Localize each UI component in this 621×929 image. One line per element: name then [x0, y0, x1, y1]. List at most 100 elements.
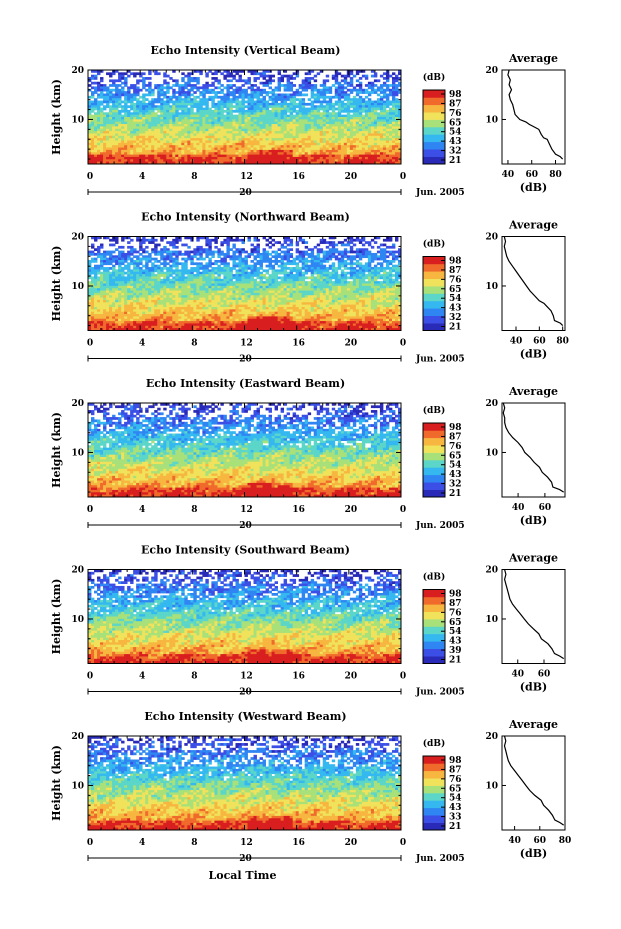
heatmap-cell — [148, 84, 152, 87]
heatmap-cell — [379, 105, 384, 108]
heatmap-cell — [181, 117, 185, 120]
heatmap-cell — [187, 156, 191, 160]
heatmap-cell — [109, 109, 113, 113]
heatmap-cell — [187, 112, 191, 116]
heatmap-cell — [190, 250, 194, 254]
heatmap-cell — [238, 250, 242, 254]
heatmap-cell — [148, 252, 152, 256]
heatmap-cell — [310, 86, 315, 90]
heatmap-cell — [223, 70, 227, 73]
heatmap-cell — [265, 119, 269, 123]
heatmap-cell — [274, 119, 279, 123]
heatmap-cell — [334, 156, 339, 160]
heatmap-cell — [385, 77, 390, 80]
heatmap-cell — [337, 133, 342, 137]
heatmap-cell — [157, 156, 161, 160]
heatmap-cell — [259, 117, 263, 120]
heatmap-cell — [244, 271, 248, 275]
heatmap-cell — [289, 112, 294, 116]
heatmap-cell — [364, 109, 369, 113]
heatmap-cell — [352, 109, 357, 113]
heatmap-cell — [388, 236, 393, 240]
heatmap-cell — [304, 276, 309, 280]
heatmap-cell — [121, 156, 125, 160]
heatmap-cell — [295, 156, 300, 160]
heatmap-cell — [373, 121, 378, 125]
heatmap-cell — [379, 147, 384, 151]
heatmap-cell — [232, 88, 236, 92]
heatmap-cell — [238, 77, 242, 80]
heatmap-cell — [268, 140, 272, 144]
heatmap-cell — [136, 159, 140, 163]
heatmap-cell — [373, 159, 378, 163]
heatmap-cell — [325, 257, 330, 261]
heatmap-cell — [154, 159, 158, 163]
heatmap-cell — [382, 126, 387, 130]
heatmap-cell — [163, 109, 167, 113]
heatmap-cell — [361, 156, 366, 160]
heatmap-cell — [217, 255, 221, 259]
heatmap-cell — [112, 140, 116, 144]
heatmap-cell — [133, 250, 137, 254]
heatmap-cell — [331, 124, 336, 127]
heatmap-cell — [259, 126, 263, 130]
heatmap-cell — [397, 124, 402, 127]
heatmap-cell — [298, 147, 303, 151]
heatmap-cell — [286, 274, 291, 277]
heatmap-cell — [193, 276, 197, 280]
heatmap-cell — [88, 281, 92, 284]
heatmap-cell — [274, 145, 279, 148]
heatmap-cell — [184, 276, 188, 280]
heatmap-cell — [322, 278, 327, 282]
heatmap-cell — [175, 156, 179, 160]
heatmap-cell — [391, 159, 396, 163]
heatmap-cell — [280, 93, 285, 97]
heatmap-cell — [265, 161, 269, 165]
heatmap-cell — [358, 100, 363, 104]
heatmap-cell — [166, 145, 170, 148]
heatmap-cell — [361, 276, 366, 280]
heatmap-cell — [307, 140, 312, 144]
heatmap-cell — [286, 145, 291, 148]
heatmap-cell — [193, 86, 197, 90]
heatmap-cell — [91, 245, 95, 249]
heatmap-cell — [271, 243, 275, 247]
heatmap-cell — [178, 152, 182, 155]
heatmap-cell — [115, 269, 119, 273]
heatmap-cell — [271, 121, 275, 125]
heatmap-cell — [370, 140, 375, 144]
heatmap-cell — [262, 255, 266, 259]
heatmap-cell — [208, 70, 212, 73]
heatmap-cell — [361, 255, 366, 259]
heatmap-cell — [172, 93, 176, 97]
heatmap-cell — [325, 102, 330, 106]
heatmap-cell — [154, 86, 158, 90]
heatmap-cell — [265, 93, 269, 97]
heatmap-cell — [190, 152, 194, 155]
heatmap-cell — [115, 274, 119, 277]
heatmap-cell — [301, 88, 306, 92]
colorbar-tick-label: 65 — [449, 118, 462, 128]
heatmap-cell — [139, 152, 143, 155]
heatmap-cell — [223, 142, 227, 146]
heatmap-cell — [319, 135, 324, 139]
heatmap-cell — [241, 152, 245, 155]
heatmap-cell — [283, 149, 288, 153]
heatmap-cell — [247, 124, 251, 127]
heatmap-cell — [316, 133, 321, 137]
heatmap-cell — [151, 149, 155, 153]
heatmap-cell — [274, 107, 279, 111]
heatmap-cell — [379, 98, 384, 101]
heatmap-cell — [373, 107, 378, 111]
heatmap-cell — [103, 98, 107, 101]
heatmap-cell — [223, 102, 227, 106]
heatmap-cell — [193, 121, 197, 125]
heatmap-cell — [379, 107, 384, 111]
heatmap-cell — [286, 250, 291, 254]
heatmap-cell — [358, 252, 363, 256]
heatmap-cell — [100, 154, 104, 158]
heatmap-cell — [235, 135, 239, 139]
heatmap-cell — [385, 102, 390, 106]
heatmap-cell — [397, 276, 402, 280]
heatmap-cell — [271, 147, 275, 151]
